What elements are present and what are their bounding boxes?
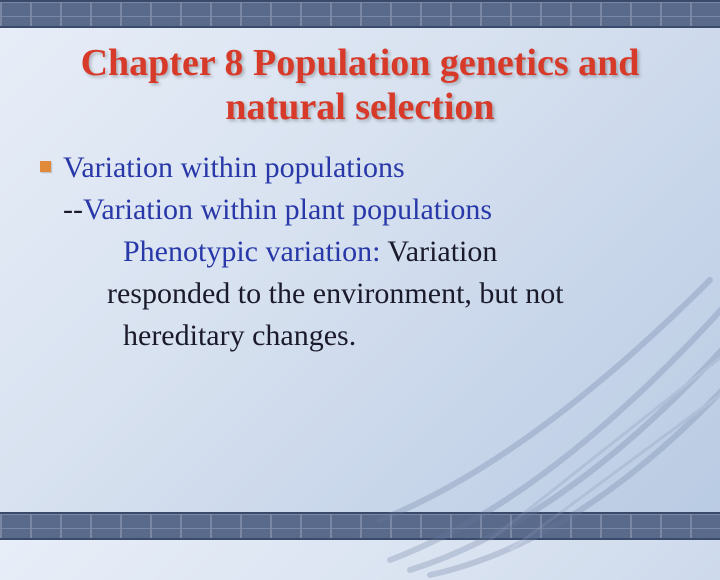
bullet-heading: Variation within populations xyxy=(63,147,564,189)
top-brick-border xyxy=(0,0,720,28)
definition-line-1: Phenotypic variation: Variation xyxy=(63,231,564,273)
definition-line-2: responded to the environment, but not xyxy=(63,273,564,315)
definition-line-3: hereditary changes. xyxy=(63,315,564,357)
def-part1: Variation xyxy=(387,235,497,268)
bullet-body: Variation within populations --Variation… xyxy=(63,147,564,357)
term-text: Phenotypic variation: xyxy=(123,235,380,268)
subheading-line: --Variation within plant populations xyxy=(63,189,564,231)
sub-prefix: -- xyxy=(63,193,83,226)
subheading-text: Variation within plant populations xyxy=(83,193,492,226)
bullet-item: Variation within populations --Variation… xyxy=(40,147,680,357)
heading-text: Variation within populations xyxy=(63,151,405,184)
bullet-square-icon xyxy=(40,161,51,172)
slide-title: Chapter 8 Population genetics and natura… xyxy=(40,42,680,129)
bottom-brick-border xyxy=(0,512,720,540)
slide-content: Chapter 8 Population genetics and natura… xyxy=(0,28,720,512)
